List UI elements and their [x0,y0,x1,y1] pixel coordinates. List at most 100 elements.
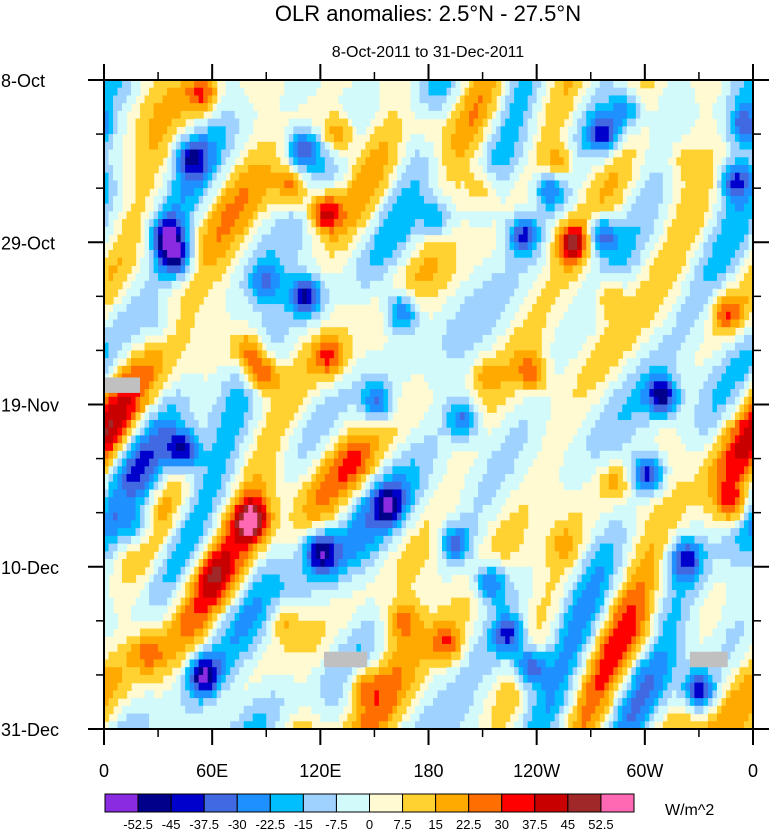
heatmap-cell [167,219,173,228]
heatmap-cell [117,87,123,97]
heatmap-cell [189,126,195,135]
heatmap-cell [302,365,308,375]
heatmap-cell [487,95,493,104]
heatmap-cell [113,249,119,259]
heatmap-cell [158,404,164,413]
heatmap-cell [144,389,150,398]
heatmap-cell [203,141,209,151]
heatmap-cell [676,118,682,127]
heatmap-cell [297,396,303,406]
heatmap-cell [428,211,434,220]
heatmap-cell [446,365,452,375]
heatmap-cell [261,195,267,205]
heatmap-cell [347,211,353,220]
heatmap-cell [248,319,254,328]
heatmap-cell [748,412,753,421]
heatmap-cell [482,188,488,197]
heatmap-cell [144,412,150,421]
heatmap-cell [707,358,714,367]
heatmap-cell [239,358,245,367]
heatmap-cell [667,87,673,97]
heatmap-cell [442,211,448,220]
heatmap-cell [500,103,506,112]
heatmap-cell [180,172,186,182]
heatmap-cell [131,211,137,220]
heatmap-cell [532,265,538,274]
heatmap-cell [487,381,493,390]
heatmap-cell [401,203,407,212]
heatmap-cell [423,141,430,151]
heatmap-cell [599,265,605,274]
heatmap-cell [523,288,529,297]
heatmap-cell [333,195,339,205]
heatmap-cell [676,350,682,359]
heatmap-cell [257,288,263,297]
heatmap-cell [270,265,276,274]
heatmap-cell [203,80,209,89]
heatmap-cell [613,311,619,321]
heatmap-cell [626,87,632,97]
heatmap-cell [482,389,488,398]
heatmap-cell [559,365,565,375]
heatmap-cell [279,265,285,274]
heatmap-cell [360,80,367,89]
heatmap-cell [442,365,448,375]
heatmap-cell [329,226,335,236]
heatmap-cell [500,249,506,259]
heatmap-cell [604,126,610,135]
heatmap-cell [275,373,281,382]
heatmap-cell [212,234,218,243]
heatmap-cell [541,319,547,328]
heatmap-cell [581,304,587,313]
heatmap-cell [392,180,398,189]
heatmap-cell [437,226,443,236]
heatmap-cell [680,288,686,297]
heatmap-cell [279,164,285,174]
heatmap-cell [698,381,705,390]
heatmap-cell [396,226,403,236]
heatmap-cell [676,404,682,413]
heatmap-cell [644,350,650,359]
heatmap-cell [392,249,398,259]
heatmap-cell [104,296,110,305]
heatmap-cell [721,327,727,336]
heatmap-cell [595,118,601,127]
heatmap-cell [590,288,596,297]
heatmap-cell [410,103,416,112]
heatmap-cell [500,327,506,336]
heatmap-cell [707,365,714,375]
heatmap-cell [414,195,421,205]
heatmap-cell [419,234,425,243]
heatmap-cell [739,296,745,305]
heatmap-cell [721,350,727,359]
heatmap-cell [329,327,335,336]
heatmap-cell [586,296,592,305]
heatmap-cell [194,280,200,290]
heatmap-cell [333,203,339,212]
heatmap-cell [509,257,515,267]
heatmap-cell [586,419,592,429]
heatmap-cell [194,141,200,151]
heatmap-cell [176,95,182,104]
heatmap-cell [131,249,137,259]
heatmap-cell [176,404,182,413]
heatmap-cell [676,80,682,89]
heatmap-cell [261,319,267,328]
heatmap-cell [261,141,267,151]
heatmap-cell [527,373,533,382]
heatmap-cell [680,373,686,382]
heatmap-cell [374,149,380,158]
heatmap-cell [554,242,560,251]
heatmap-cell [230,95,236,104]
heatmap-cell [311,373,317,382]
heatmap-cell [428,381,434,390]
heatmap-cell [414,219,421,228]
heatmap-cell [306,118,312,127]
heatmap-cell [532,211,538,220]
heatmap-cell [653,134,659,143]
heatmap-cell [518,242,524,251]
heatmap-cell [122,389,128,398]
heatmap-cell [108,334,114,344]
heatmap-cell [122,242,128,251]
heatmap-cell [320,311,326,321]
